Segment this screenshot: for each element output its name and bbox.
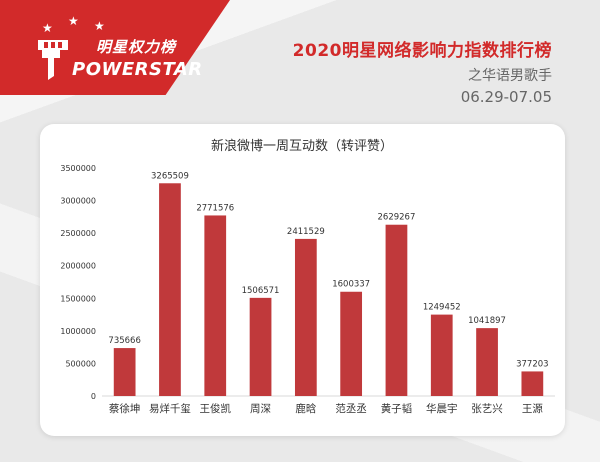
star-icon: ★ [94, 19, 105, 33]
x-tick-label: 张艺兴 [471, 403, 503, 415]
data-label: 735666 [108, 336, 140, 346]
x-tick-label: 王源 [522, 402, 543, 415]
fist-icon [38, 40, 68, 80]
bar-chart: 新浪微博一周互动数（转评赞） 0 500000 1000000 1500000 2000… [60, 138, 555, 415]
y-tick-label: 3000000 [60, 197, 96, 206]
y-tick-label: 2500000 [60, 229, 96, 238]
logo-text-en: POWERSTAR [72, 59, 203, 80]
y-tick-label: 1000000 [60, 327, 96, 336]
bar [385, 224, 408, 396]
data-label: 1506571 [242, 286, 280, 296]
bar [159, 183, 181, 396]
y-tick-label: 1500000 [60, 294, 96, 303]
data-label: 1041897 [468, 316, 506, 326]
bar [521, 371, 544, 396]
x-tick-label: 鹿晗 [295, 402, 316, 415]
y-tick-label: 500000 [65, 359, 96, 368]
chart-panel: 新浪微博一周互动数（转评赞） 0 500000 1000000 1500000 2000… [40, 124, 565, 436]
logo: ★ ★ ★ 明星权力榜 POWERSTAR [22, 12, 212, 87]
date-range: 06.29-07.05 [460, 88, 552, 106]
star-icon: ★ [68, 14, 79, 28]
data-label: 1249452 [423, 303, 461, 313]
bar [476, 328, 498, 396]
x-tick-label: 范丞丞 [335, 402, 367, 415]
y-tick-label: 3500000 [60, 164, 96, 173]
x-tick-label: 周深 [250, 403, 271, 415]
x-tick-label: 王俊凯 [200, 402, 232, 415]
bar [294, 238, 317, 396]
bar [340, 291, 363, 396]
data-label: 2629267 [378, 213, 416, 223]
bar [204, 215, 227, 396]
data-label: 2771576 [196, 203, 234, 213]
x-tick-label: 黄子韬 [381, 402, 413, 415]
star-icon: ★ [42, 21, 53, 35]
data-label: 3265509 [151, 171, 189, 181]
y-tick-label: 0 [91, 392, 96, 401]
bar [113, 348, 136, 396]
bar [249, 297, 272, 396]
data-label: 1600337 [332, 280, 370, 290]
x-tick-label: 易烊千玺 [149, 402, 191, 415]
data-label: 377203 [516, 359, 548, 369]
logo-text-cn: 明星权力榜 [96, 38, 177, 56]
y-tick-label: 2000000 [60, 262, 96, 271]
page-subtitle: 之华语男歌手 [468, 68, 552, 84]
bar [430, 314, 453, 396]
x-tick-label: 华晨宇 [426, 402, 458, 415]
page-title: 2020明星网络影响力指数排行榜 [292, 41, 552, 61]
chart-title: 新浪微博一周互动数（转评赞） [211, 138, 393, 154]
x-tick-label: 蔡徐坤 [109, 402, 140, 415]
data-label: 2411529 [287, 227, 325, 237]
